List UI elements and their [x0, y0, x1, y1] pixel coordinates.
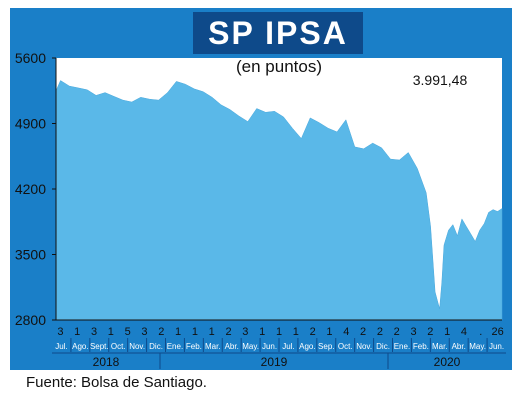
last-value-label: 3.991,48: [413, 72, 468, 88]
y-tick-label: 2800: [15, 312, 46, 328]
y-tick-label: 4900: [15, 116, 46, 132]
x-tick-day: 5: [125, 326, 131, 338]
x-tick-day: 1: [326, 326, 332, 338]
x-tick-day: 1: [192, 326, 198, 338]
x-tick-month: Ago.: [72, 342, 88, 351]
x-tick-day: 4: [343, 326, 349, 338]
x-tick-day: 1: [209, 326, 215, 338]
x-tick-day: 26: [491, 326, 503, 338]
x-tick-month: Feb.: [186, 342, 202, 351]
x-tick-day: 3: [91, 326, 97, 338]
x-tick-month: Abr.: [225, 342, 239, 351]
chart-title: SP IPSA: [193, 12, 363, 54]
x-tick-day: 3: [57, 326, 63, 338]
x-tick-month: Ene.: [167, 342, 183, 351]
x-tick-month: Nov.: [129, 342, 145, 351]
x-tick-month: Jun.: [262, 342, 277, 351]
area-series: [55, 80, 503, 321]
x-year-label: 2019: [261, 355, 288, 369]
x-tick-month: Ago.: [299, 342, 315, 351]
y-tick-label: 3500: [15, 247, 46, 263]
x-tick-month: Oct.: [111, 342, 126, 351]
x-tick-month: Sept.: [90, 342, 109, 351]
x-tick-month: May.: [242, 342, 259, 351]
x-tick-month: Oct.: [338, 342, 353, 351]
x-tick-day: 1: [175, 326, 181, 338]
x-tick-month: Jul.: [55, 342, 67, 351]
x-tick-day: 2: [225, 326, 231, 338]
x-tick-day: 4: [461, 326, 467, 338]
x-tick-month: Dic.: [149, 342, 163, 351]
x-tick-month: Jul.: [282, 342, 294, 351]
x-year-label: 2018: [93, 355, 120, 369]
x-tick-month: Mar.: [432, 342, 448, 351]
x-tick-month: Mar.: [205, 342, 221, 351]
x-tick-day: 3: [242, 326, 248, 338]
x-tick-day: 2: [310, 326, 316, 338]
x-tick-month: Jun.: [489, 342, 504, 351]
x-tick-day: 3: [410, 326, 416, 338]
x-tick-day: 1: [276, 326, 282, 338]
x-tick-day: 2: [360, 326, 366, 338]
chart-subtitle: (en puntos): [236, 57, 322, 76]
x-tick-day: 2: [394, 326, 400, 338]
x-tick-day: 2: [377, 326, 383, 338]
y-axis: 5600 4900 4200 3500 2800: [15, 50, 56, 328]
source-note: Fuente: Bolsa de Santiago.: [26, 374, 207, 391]
x-tick-day: 1: [108, 326, 114, 338]
x-tick-day: 1: [259, 326, 265, 338]
x-tick-day: 1: [444, 326, 450, 338]
x-tick-month: Dic.: [376, 342, 390, 351]
x-tick-month: Feb.: [413, 342, 429, 351]
x-tick-month: Abr.: [452, 342, 466, 351]
x-tick-day: 2: [427, 326, 433, 338]
y-tick-label: 4200: [15, 181, 46, 197]
x-tick-month: Sep.: [318, 342, 334, 351]
x-tick-day: 1: [293, 326, 299, 338]
y-tick-label: 5600: [15, 50, 46, 66]
x-tick-day: .: [479, 326, 482, 338]
x-tick-day: 3: [141, 326, 147, 338]
x-tick-month: Ene.: [394, 342, 410, 351]
x-tick-day: 1: [74, 326, 80, 338]
x-tick-month: May.: [469, 342, 486, 351]
x-year-label: 2020: [434, 355, 461, 369]
x-tick-day: 2: [158, 326, 164, 338]
x-tick-month: Nov.: [356, 342, 372, 351]
